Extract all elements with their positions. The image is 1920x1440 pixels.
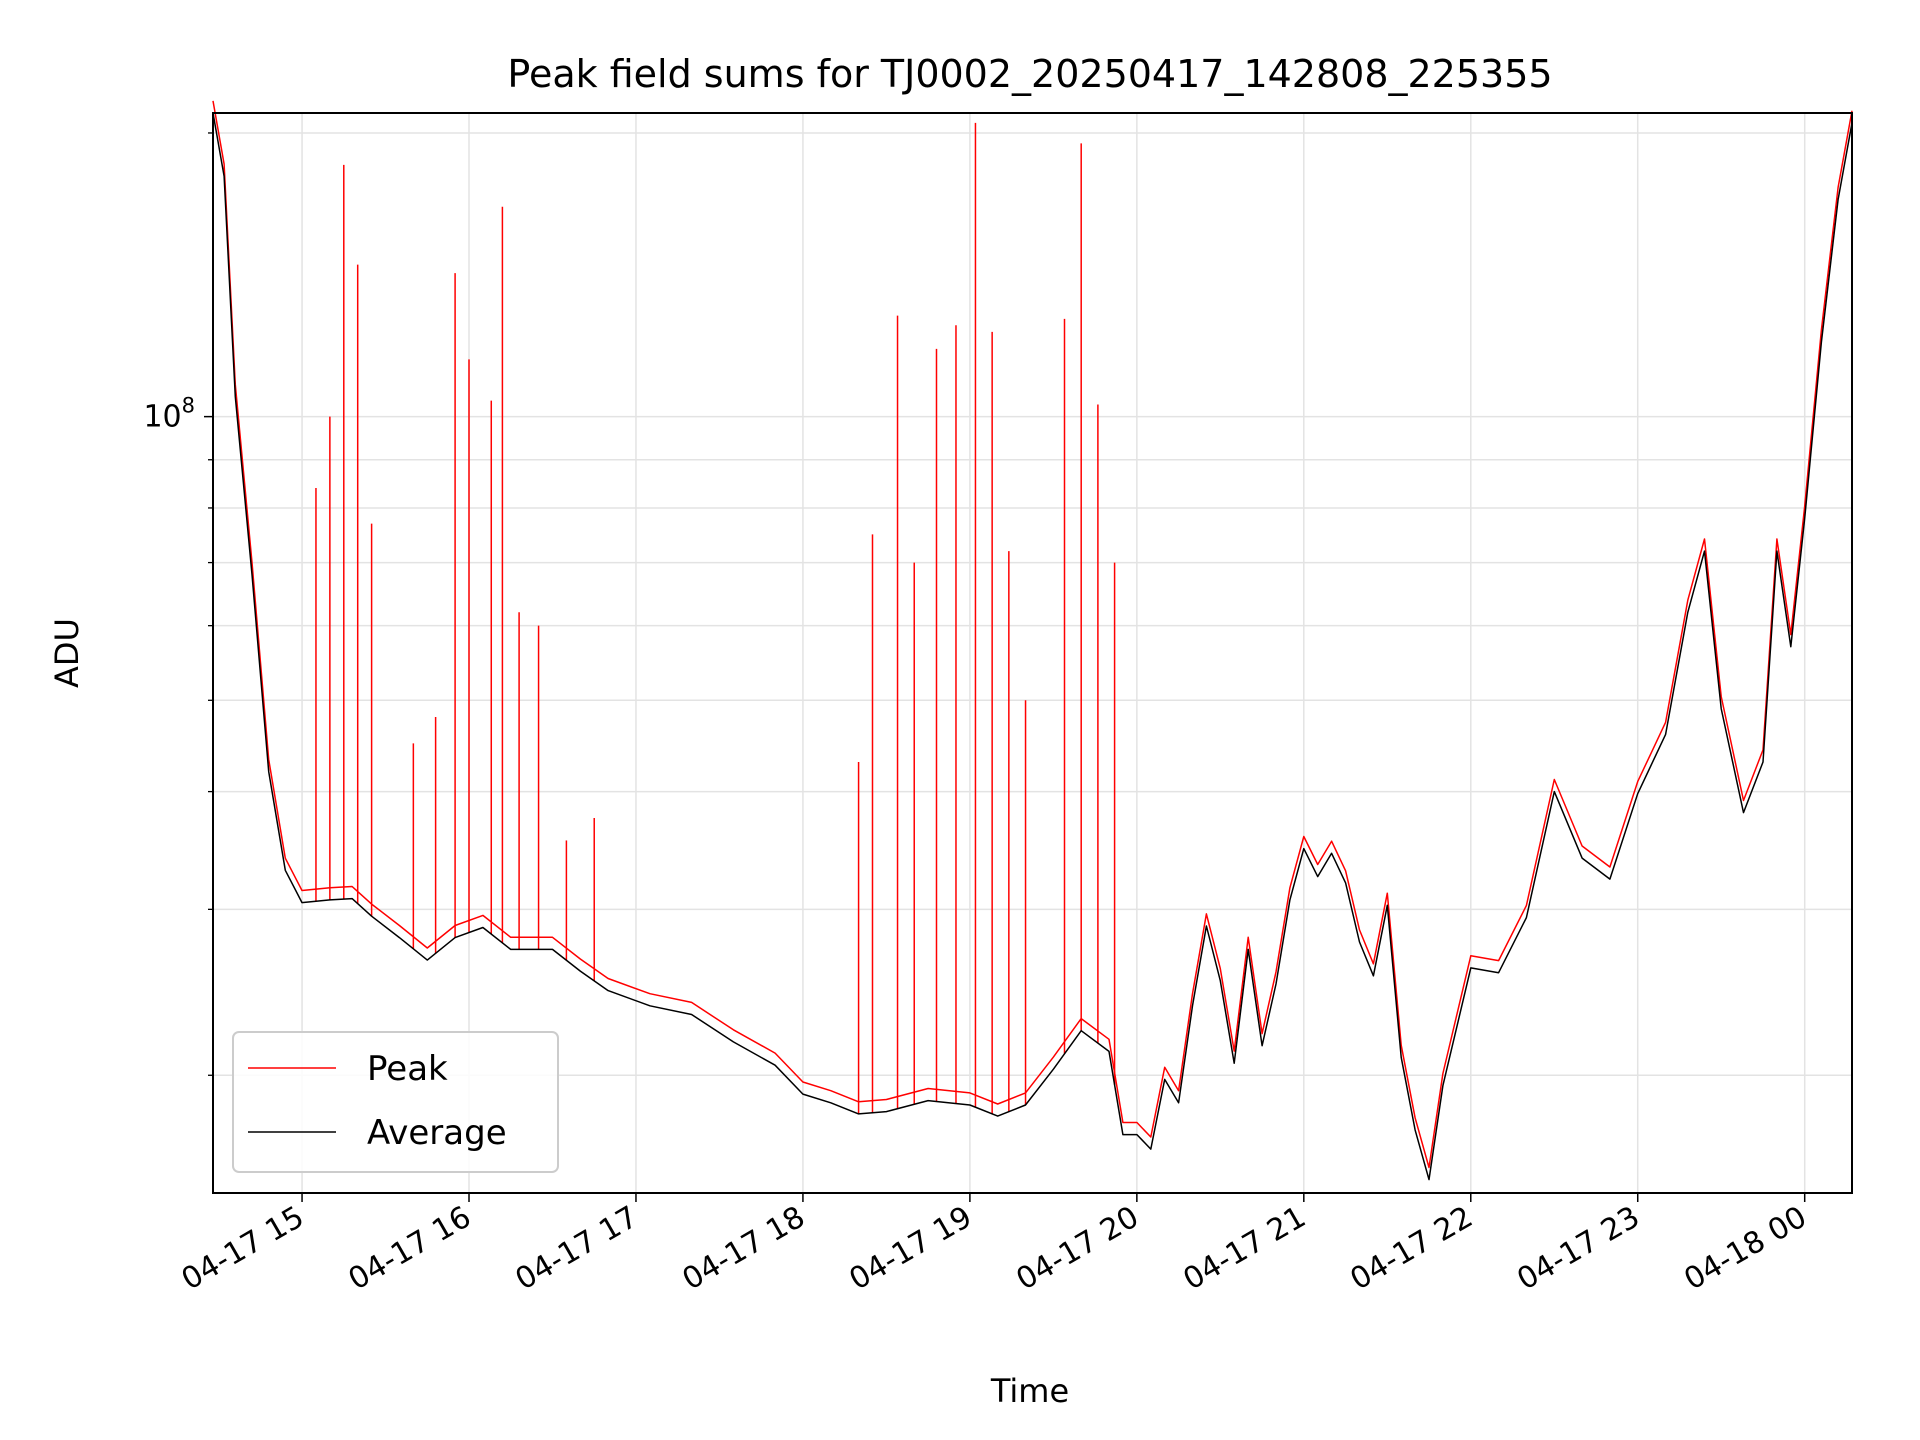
legend-label-peak: Peak [367,1049,448,1089]
legend-label-average: Average [367,1113,507,1153]
y-tick-label: 108 [143,394,195,435]
y-axis-label: ADU [48,618,86,688]
legend: Peak Average [232,1031,559,1173]
chart-title: Peak field sums for TJ0002_20250417_1428… [507,52,1552,96]
average-line [212,112,1853,1181]
y-axis: 108 [143,132,213,1076]
grid [213,113,1852,1193]
series-peak [212,100,1853,1169]
legend-box [232,1031,559,1173]
series-average [212,112,1853,1181]
x-axis-label: Time [990,1372,1069,1410]
plot-frame [212,112,1853,1194]
